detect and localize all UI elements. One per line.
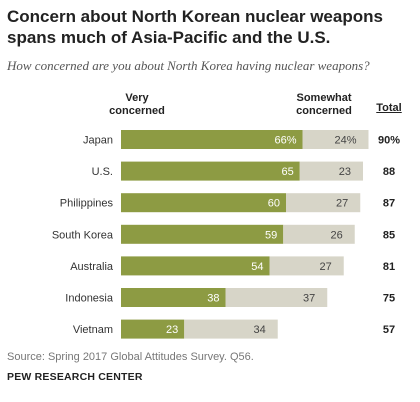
total-value: 87 — [383, 198, 395, 210]
bar-somewhat-concerned — [225, 288, 328, 307]
category-label: Japan — [83, 135, 113, 147]
bar-label-somewhat-concerned: 26 — [331, 229, 343, 241]
total-value: 88 — [383, 166, 395, 178]
total-value: 81 — [383, 261, 395, 273]
bar-very-concerned — [121, 288, 226, 307]
bar-label-somewhat-concerned: 37 — [303, 293, 315, 305]
chart-subtitle: How concerned are you about North Korea … — [7, 58, 370, 73]
bar-label-somewhat-concerned: 27 — [320, 261, 332, 273]
bar-label-somewhat-concerned: 24% — [334, 135, 356, 147]
bar-label-somewhat-concerned: 34 — [254, 324, 266, 336]
bar-label-very-concerned: 66% — [274, 135, 296, 147]
bar-label-very-concerned: 23 — [166, 324, 178, 336]
bar-very-concerned — [121, 193, 286, 213]
category-label: U.S. — [92, 166, 113, 178]
chart-title: Concern about North Korean nuclear weapo… — [7, 7, 383, 47]
bar-very-concerned — [121, 130, 303, 149]
category-label: Indonesia — [65, 293, 114, 305]
bar-very-concerned — [121, 319, 185, 339]
bar-label-very-concerned: 60 — [268, 198, 280, 210]
category-label: Australia — [70, 261, 114, 273]
bar-somewhat-concerned — [269, 256, 344, 276]
bar-label-very-concerned: 59 — [265, 229, 277, 241]
bar-label-very-concerned: 38 — [207, 293, 219, 305]
category-label: Vietnam — [73, 324, 113, 336]
bar-label-somewhat-concerned: 23 — [339, 166, 351, 178]
brand-logo-text: PEW RESEARCH CENTER — [7, 371, 143, 383]
bar-label-very-concerned: 65 — [282, 166, 294, 178]
category-label: South Korea — [52, 229, 114, 241]
total-value: 75 — [383, 293, 395, 305]
bar-somewhat-concerned — [286, 193, 361, 213]
bar-somewhat-concerned — [184, 319, 278, 339]
total-value: 85 — [383, 229, 395, 241]
category-label: Philippines — [60, 198, 114, 210]
bar-somewhat-concerned — [299, 161, 363, 181]
bar-very-concerned — [121, 224, 284, 244]
source-note: Source: Spring 2017 Global Attitudes Sur… — [7, 351, 254, 363]
totals-header: Total — [376, 102, 402, 114]
bar-somewhat-concerned — [283, 224, 355, 244]
legend-somewhat-concerned: Somewhat concerned — [296, 92, 352, 117]
bar-very-concerned — [121, 161, 300, 181]
bar-label-somewhat-concerned: 27 — [336, 198, 348, 210]
legend-very-concerned: Very concerned — [109, 92, 165, 117]
total-value: 90% — [378, 135, 400, 147]
bar-very-concerned — [121, 256, 270, 276]
bar-label-very-concerned: 54 — [251, 261, 263, 273]
bar-somewhat-concerned — [302, 130, 369, 149]
total-value: 57 — [383, 324, 395, 336]
